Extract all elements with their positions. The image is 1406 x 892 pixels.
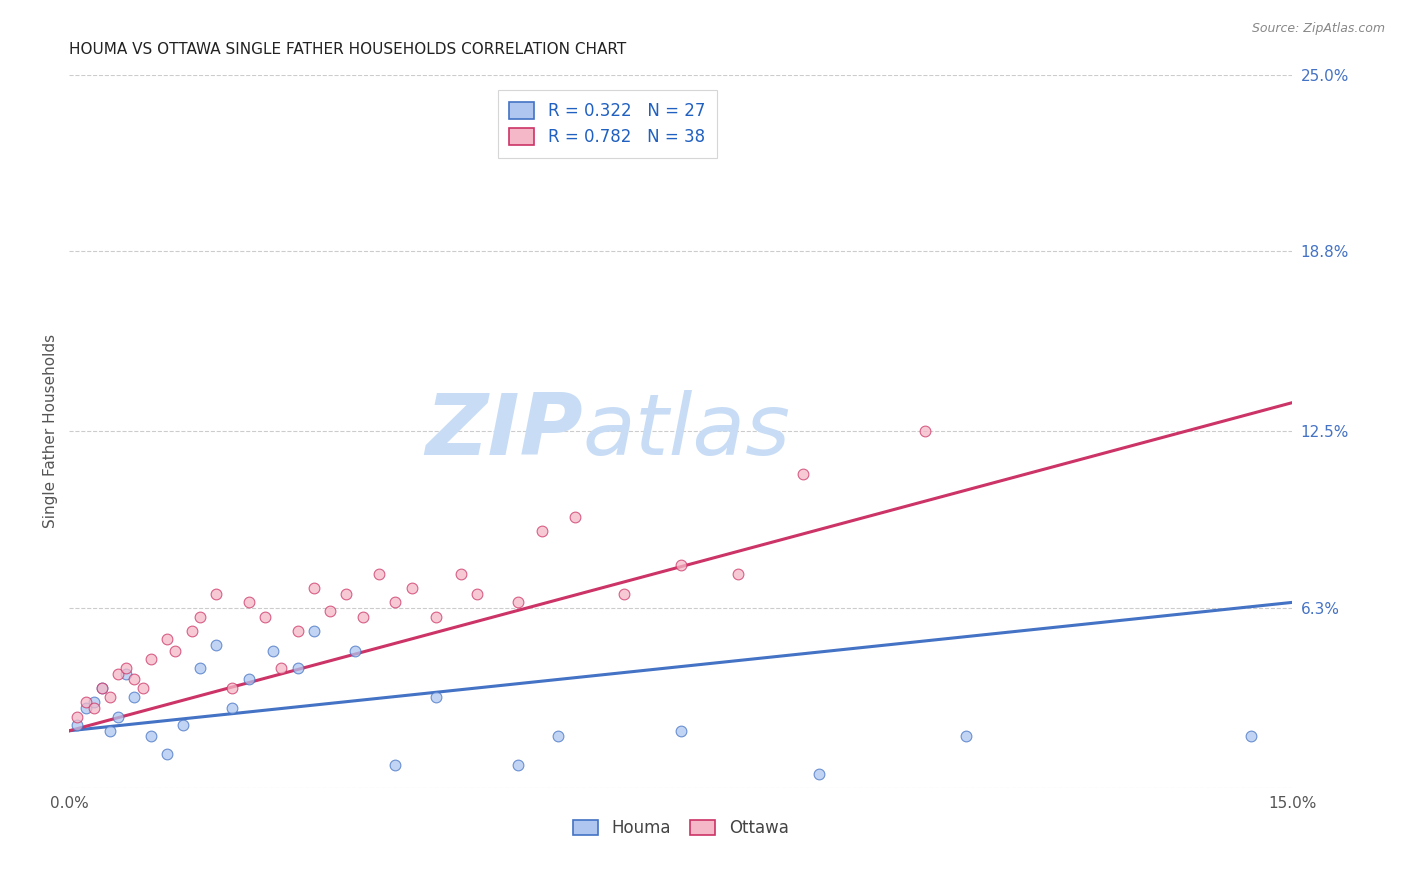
Point (262, 644, 284, 658)
Text: HOUMA VS OTTAWA SINGLE FATHER HOUSEHOLDS CORRELATION CHART: HOUMA VS OTTAWA SINGLE FATHER HOUSEHOLDS… (69, 42, 627, 57)
Point (115, 661, 138, 675)
Point (450, 566, 472, 581)
Y-axis label: Single Father Households: Single Father Households (44, 334, 58, 528)
Point (180, 624, 202, 638)
Point (131, 681, 153, 695)
Point (238, 673, 260, 687)
Point (156, 747, 179, 761)
Point (287, 661, 309, 675)
Point (727, 566, 749, 581)
Point (107, 709, 129, 723)
Point (139, 652, 162, 666)
Point (506, 758, 529, 772)
Point (188, 609, 211, 624)
Point (124, 690, 146, 704)
Point (669, 558, 692, 573)
Text: Source: ZipAtlas.com: Source: ZipAtlas.com (1251, 22, 1385, 36)
Point (66, 718, 89, 732)
Point (205, 587, 228, 601)
Legend: Houma, Ottawa: Houma, Ottawa (567, 813, 796, 844)
Point (66, 709, 89, 723)
Point (425, 690, 447, 704)
Point (238, 595, 260, 609)
Point (221, 701, 243, 715)
Text: atlas: atlas (583, 390, 790, 473)
Point (287, 624, 309, 638)
Point (83, 701, 105, 715)
Point (352, 609, 374, 624)
Point (319, 604, 342, 618)
Point (335, 587, 357, 601)
Point (90, 681, 112, 695)
Point (669, 723, 692, 738)
Point (165, 644, 187, 658)
Point (270, 661, 292, 675)
Point (98, 723, 121, 738)
Point (221, 681, 243, 695)
Point (384, 595, 406, 609)
Point (401, 581, 423, 595)
Point (107, 666, 129, 681)
Point (98, 690, 121, 704)
Point (914, 424, 936, 438)
Point (205, 638, 228, 652)
Point (506, 595, 529, 609)
Point (172, 718, 194, 732)
Point (75, 695, 97, 709)
Point (564, 509, 586, 524)
Point (808, 766, 831, 780)
Point (1240, 730, 1263, 744)
Point (75, 701, 97, 715)
Point (139, 730, 162, 744)
Point (124, 673, 146, 687)
Point (531, 524, 554, 538)
Point (613, 587, 636, 601)
Point (188, 661, 211, 675)
Point (465, 587, 488, 601)
Point (955, 730, 977, 744)
Point (302, 624, 325, 638)
Point (115, 666, 138, 681)
Point (792, 467, 814, 481)
Point (384, 758, 406, 772)
Point (156, 632, 179, 647)
Point (425, 609, 447, 624)
Point (547, 730, 569, 744)
Point (368, 566, 391, 581)
Point (343, 644, 366, 658)
Point (253, 609, 276, 624)
Point (90, 681, 112, 695)
Point (83, 695, 105, 709)
Text: ZIP: ZIP (425, 390, 583, 473)
Point (302, 581, 325, 595)
